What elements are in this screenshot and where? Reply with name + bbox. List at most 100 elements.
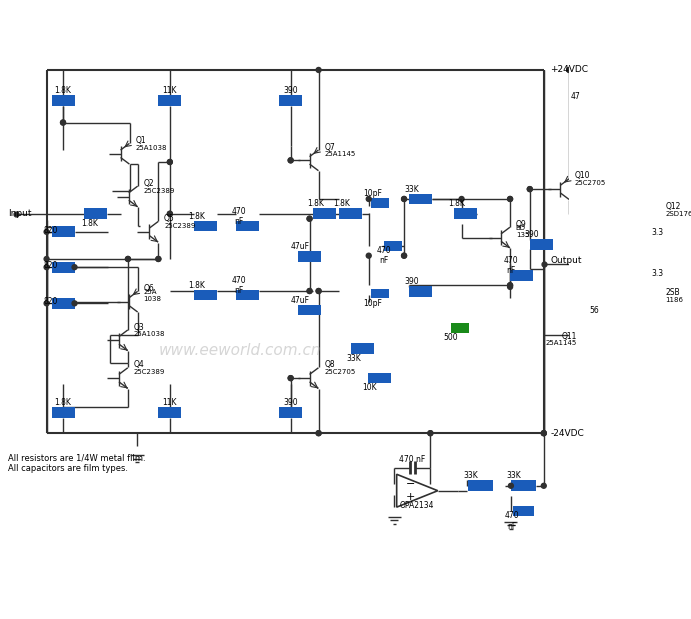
Circle shape	[307, 216, 312, 221]
Text: Q12: Q12	[665, 202, 681, 210]
Bar	[468, 480, 493, 491]
Text: BD
135: BD 135	[516, 225, 529, 238]
Circle shape	[401, 253, 406, 258]
Circle shape	[541, 431, 547, 436]
Text: 390: 390	[404, 277, 419, 287]
Text: 2SB: 2SB	[665, 288, 680, 297]
Bar	[368, 373, 391, 383]
Text: 2SD1763: 2SD1763	[665, 210, 691, 217]
Circle shape	[508, 283, 513, 288]
Text: 1.8K: 1.8K	[448, 199, 465, 209]
Bar	[158, 95, 181, 106]
Text: 10K: 10K	[362, 384, 377, 392]
Text: 25C2705: 25C2705	[324, 369, 356, 375]
Circle shape	[583, 187, 587, 191]
Circle shape	[541, 431, 547, 436]
Circle shape	[401, 196, 406, 201]
Circle shape	[527, 187, 532, 191]
Circle shape	[61, 120, 66, 125]
Text: 47: 47	[570, 92, 580, 101]
Text: 33K: 33K	[404, 184, 419, 194]
Text: All resistors are 1/4W metal film.: All resistors are 1/4W metal film.	[8, 453, 146, 462]
Circle shape	[167, 211, 172, 216]
Circle shape	[167, 160, 172, 165]
Text: 25C2389: 25C2389	[133, 369, 165, 375]
Text: Q5: Q5	[164, 214, 175, 223]
Circle shape	[72, 301, 77, 306]
Circle shape	[167, 211, 172, 216]
Text: 25A
1038: 25A 1038	[144, 289, 162, 302]
Text: Q8: Q8	[324, 360, 335, 370]
Text: 11K: 11K	[162, 86, 177, 95]
Text: Output: Output	[550, 256, 582, 265]
Circle shape	[428, 431, 433, 436]
Text: 11K: 11K	[162, 398, 177, 407]
Text: 500: 500	[444, 334, 458, 342]
Text: 1.8K: 1.8K	[55, 398, 71, 407]
Circle shape	[608, 217, 613, 222]
Circle shape	[567, 67, 571, 72]
Text: 470 nF: 470 nF	[399, 455, 426, 464]
Bar	[530, 239, 553, 249]
Text: www.eeworld.com.cn: www.eeworld.com.cn	[159, 343, 321, 358]
Circle shape	[316, 67, 321, 72]
Bar	[298, 305, 321, 315]
Circle shape	[167, 160, 172, 165]
Circle shape	[316, 431, 321, 436]
Bar	[371, 288, 389, 298]
Circle shape	[72, 265, 77, 270]
Text: 33K: 33K	[506, 472, 521, 480]
Circle shape	[459, 196, 464, 201]
Text: 25A1038: 25A1038	[133, 331, 165, 337]
Circle shape	[288, 376, 293, 381]
Text: Input: Input	[8, 209, 32, 219]
Text: 25A1145: 25A1145	[324, 152, 356, 157]
Bar	[298, 251, 321, 262]
Bar	[52, 95, 75, 106]
Text: 1.8K: 1.8K	[333, 199, 350, 209]
Circle shape	[567, 67, 571, 72]
Bar	[158, 407, 181, 418]
Circle shape	[61, 120, 66, 125]
Bar	[52, 407, 75, 418]
Circle shape	[657, 261, 662, 266]
Circle shape	[657, 187, 662, 191]
Bar	[371, 198, 389, 208]
Circle shape	[541, 483, 547, 488]
Circle shape	[288, 158, 293, 163]
Bar	[279, 407, 302, 418]
Text: 3.3: 3.3	[651, 269, 663, 279]
Text: Q3: Q3	[133, 322, 144, 332]
Text: 47uF: 47uF	[290, 242, 309, 251]
Circle shape	[541, 431, 547, 436]
Text: Q1: Q1	[135, 136, 146, 145]
Text: 47uF: 47uF	[290, 295, 309, 305]
Text: 470
nF: 470 nF	[504, 511, 519, 531]
Circle shape	[316, 288, 321, 293]
Text: +: +	[406, 492, 415, 502]
Text: 390: 390	[283, 398, 298, 407]
Text: +24VDC: +24VDC	[550, 66, 588, 74]
Text: 1.8K: 1.8K	[307, 199, 324, 209]
Circle shape	[288, 158, 293, 163]
Text: 390: 390	[524, 230, 539, 239]
Circle shape	[44, 265, 49, 270]
Text: −: −	[406, 479, 415, 489]
Text: 820: 820	[44, 226, 58, 235]
Text: Q11: Q11	[561, 332, 577, 340]
Text: Q7: Q7	[324, 142, 335, 152]
Circle shape	[307, 216, 312, 221]
Bar	[454, 209, 477, 219]
Circle shape	[316, 431, 321, 436]
Text: 3.3: 3.3	[651, 228, 663, 237]
Circle shape	[608, 217, 613, 222]
Circle shape	[366, 196, 371, 201]
Circle shape	[44, 230, 49, 235]
Circle shape	[509, 483, 513, 488]
Bar	[511, 480, 536, 491]
Circle shape	[401, 196, 406, 201]
Bar	[339, 209, 362, 219]
Bar	[193, 290, 217, 300]
Circle shape	[307, 288, 312, 293]
Text: 10pF: 10pF	[363, 189, 382, 197]
